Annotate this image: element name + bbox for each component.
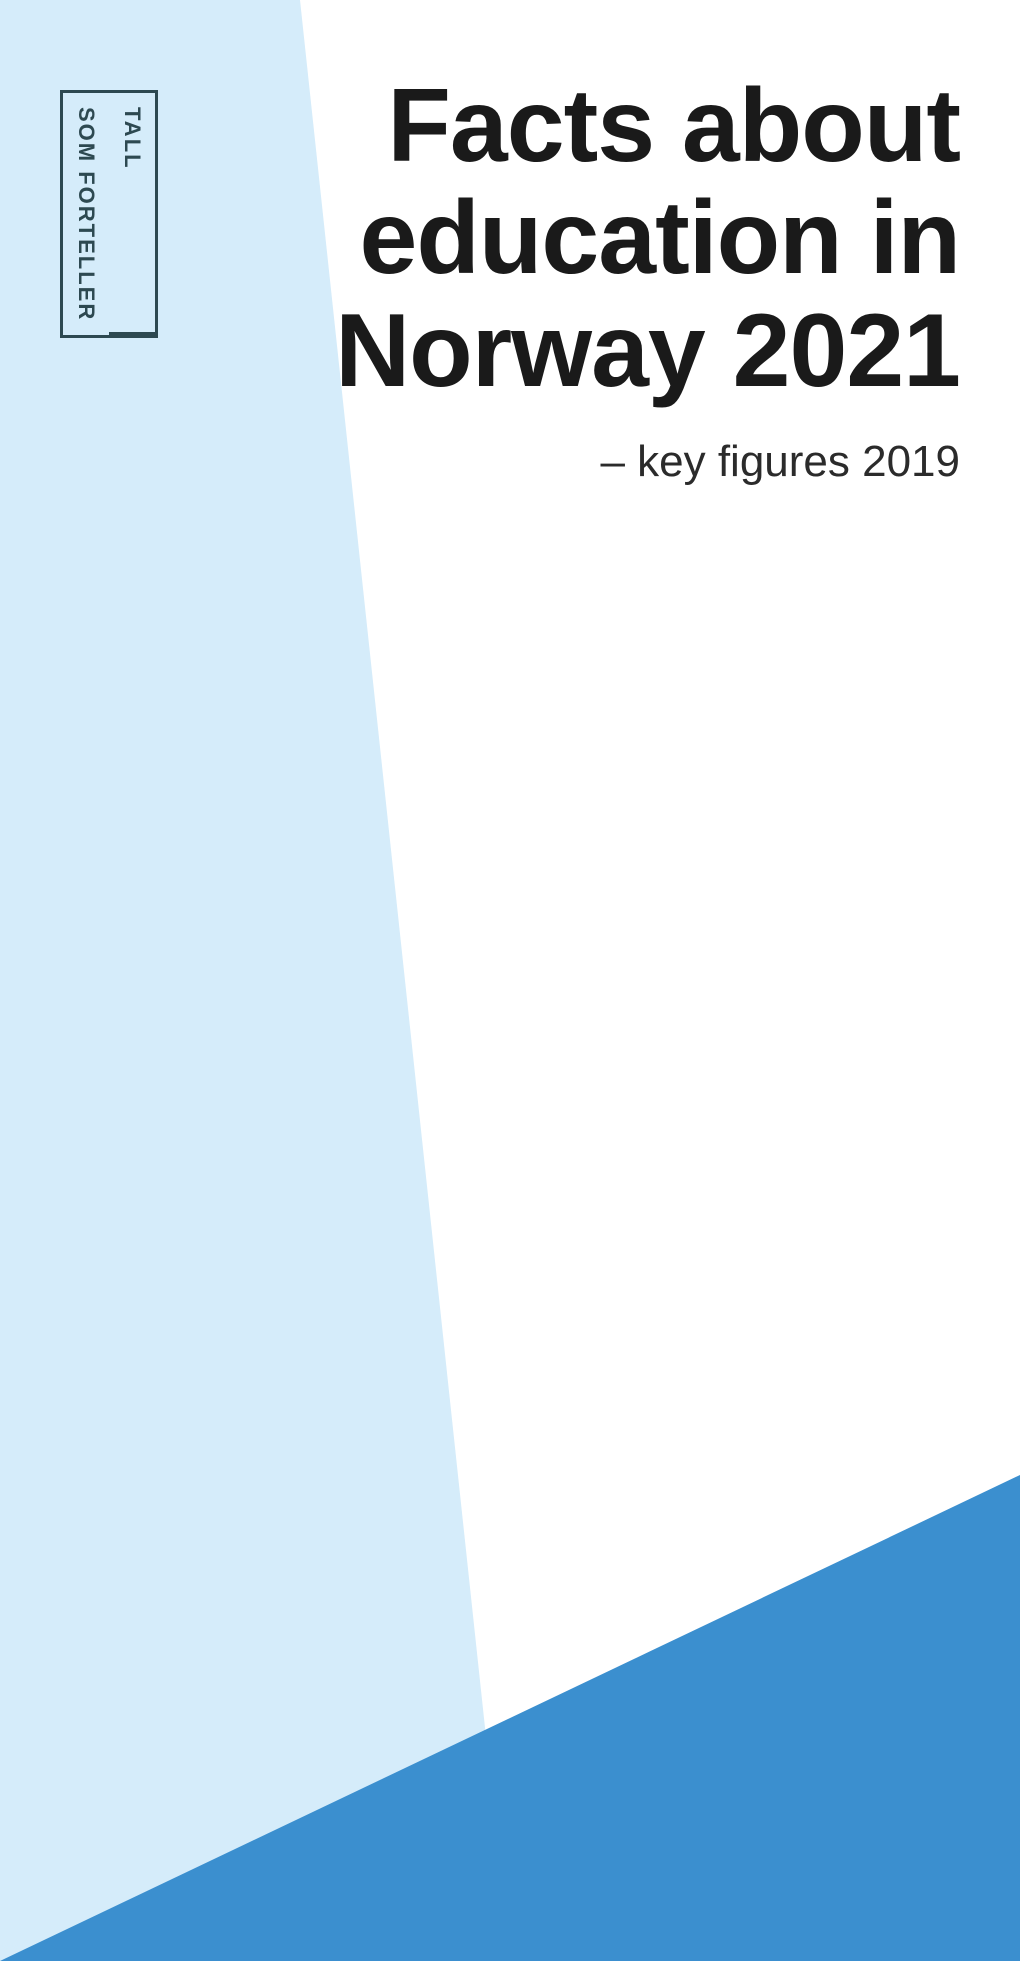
title-block: Facts about education in Norway 2021 – k… [335, 70, 960, 487]
badge-top-label: TALL [109, 93, 155, 335]
subtitle: – key figures 2019 [335, 437, 960, 487]
main-title: Facts about education in Norway 2021 [335, 70, 960, 407]
series-badge: TALL SOM FORTELLER [60, 90, 158, 338]
title-line-2: education in [360, 180, 960, 296]
badge-bottom-label: SOM FORTELLER [63, 93, 109, 335]
title-line-1: Facts about [387, 68, 960, 184]
title-line-3: Norway 2021 [335, 293, 960, 409]
